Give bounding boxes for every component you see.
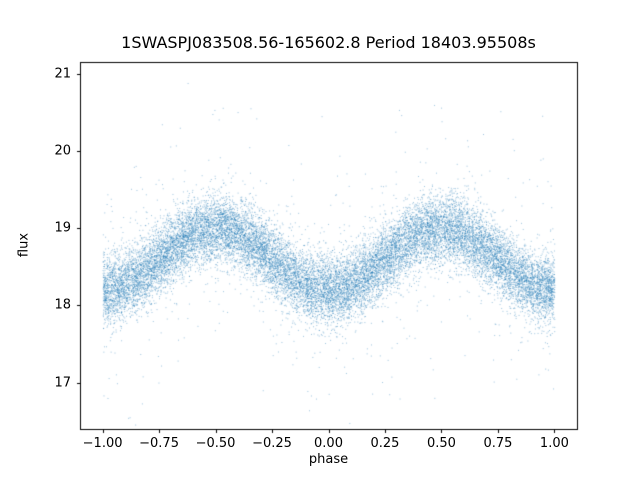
y-tick-label: 19 bbox=[54, 220, 71, 236]
y-axis-label: flux bbox=[16, 232, 32, 258]
y-tick-label: 17 bbox=[54, 375, 71, 391]
y-tick-label: 18 bbox=[54, 297, 71, 313]
x-axis-label: phase bbox=[308, 452, 349, 467]
y-tick-label: 20 bbox=[54, 143, 71, 159]
x-tick-label: −1.00 bbox=[82, 436, 123, 451]
x-tick-label: 0.75 bbox=[483, 436, 513, 451]
x-tick-label: −0.25 bbox=[252, 436, 292, 451]
x-tick-label: 0.25 bbox=[370, 436, 400, 451]
x-tick-label: 0.00 bbox=[314, 436, 343, 451]
x-tick-label: 0.50 bbox=[426, 436, 456, 451]
plot-title: 1SWASPJ083508.56-165602.8 Period 18403.9… bbox=[121, 33, 536, 52]
x-tick-label: −0.75 bbox=[139, 436, 179, 451]
x-tick-label: −0.50 bbox=[195, 436, 236, 451]
x-tick-label: 1.00 bbox=[539, 436, 569, 451]
y-tick-label: 21 bbox=[54, 66, 71, 82]
